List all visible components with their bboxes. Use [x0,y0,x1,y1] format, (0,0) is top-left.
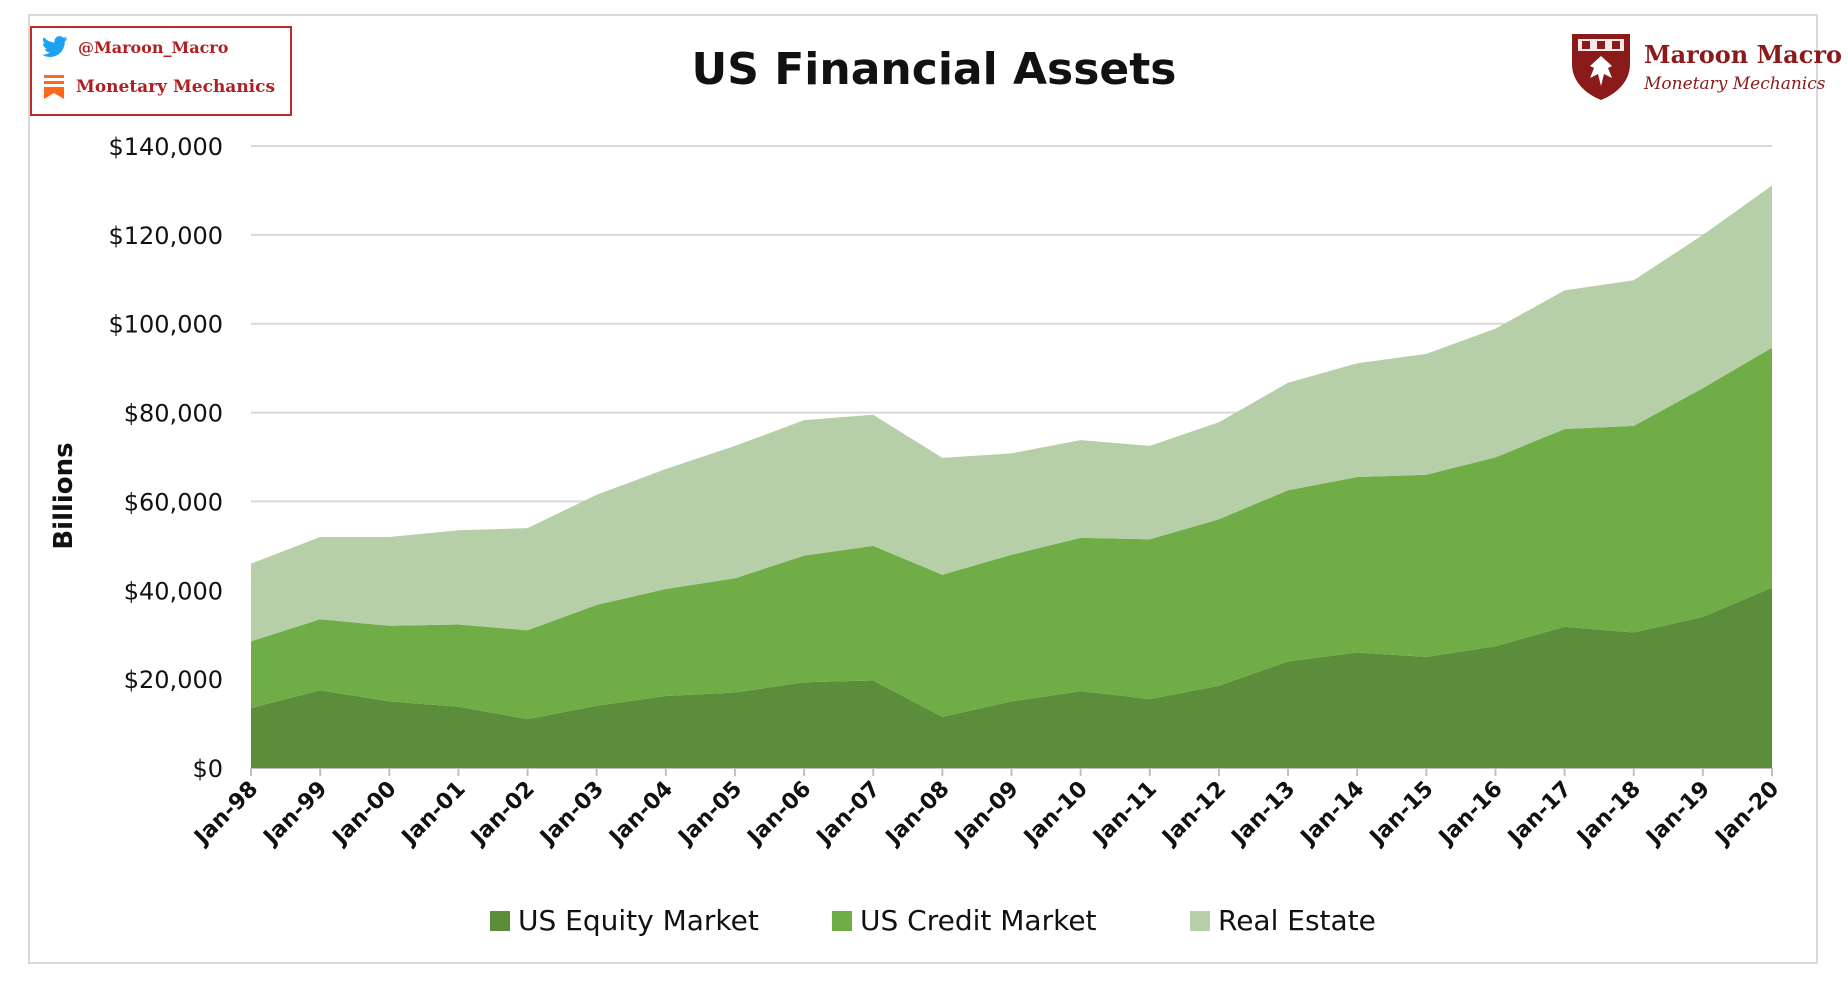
shield-crest-icon [1572,34,1630,100]
x-tick-label: Jan-99 [258,777,333,852]
y-tick-label: $120,000 [108,222,223,250]
social-badge: @Maroon_Macro Monetary Mechanics [30,26,292,116]
x-tick-label: Jan-11 [1087,777,1162,852]
x-tick-label: Jan-08 [880,777,955,852]
twitter-handle: @Maroon_Macro [78,37,229,57]
x-tick-label: Jan-09 [949,777,1024,852]
y-tick-label: $20,000 [124,666,223,694]
x-tick-label: Jan-03 [534,777,609,852]
y-tick-label: $60,000 [124,488,223,516]
legend-label-2: Real Estate [1218,904,1376,937]
y-tick-label: $100,000 [108,311,223,339]
brand-logo: Maroon Macro Monetary Mechanics [1568,30,1842,120]
x-tick-labels: Jan-98Jan-99Jan-00Jan-01Jan-02Jan-03Jan-… [189,768,1785,852]
y-axis-label: Billions [49,442,79,549]
x-tick-label: Jan-12 [1157,777,1232,852]
substack-row[interactable]: Monetary Mechanics [42,74,275,100]
legend-swatch-2 [1190,911,1210,931]
x-tick-label: Jan-10 [1018,777,1093,852]
logo-name: Maroon Macro [1644,40,1842,69]
y-tick-label: $80,000 [124,400,223,428]
x-tick-label: Jan-13 [1226,777,1301,852]
y-tick-labels: $0 $20,000 $40,000 $60,000 $80,000 $100,000 $1… [108,133,223,783]
x-tick-label: Jan-15 [1364,777,1439,852]
legend: US Equity Market US Credit Market Real Est… [490,904,1376,937]
x-tick-label: Jan-16 [1433,777,1508,852]
legend-label-1: US Credit Market [860,904,1097,937]
logo-subtitle: Monetary Mechanics [1644,74,1826,94]
area-series-layer [251,185,1772,768]
area-series-0 [251,587,1772,768]
twitter-row[interactable]: @Maroon_Macro [42,36,228,58]
x-tick-label: Jan-18 [1571,777,1646,852]
substack-name: Monetary Mechanics [76,77,276,97]
x-tick-label: Jan-02 [465,777,540,852]
twitter-icon [42,36,68,57]
area-series-2 [251,185,1772,642]
x-tick-label: Jan-07 [811,777,886,852]
x-tick-label: Jan-06 [742,777,817,852]
area-series-1 [251,347,1772,720]
y-tick-label: $140,000 [108,133,223,161]
y-tick-label: $0 [192,755,223,783]
x-tick-label: Jan-14 [1295,777,1370,852]
legend-label-0: US Equity Market [518,904,759,937]
x-tick-label: Jan-20 [1710,777,1785,852]
x-tick-label: Jan-01 [396,777,471,852]
substack-icon [44,75,64,99]
x-tick-label: Jan-17 [1502,777,1577,852]
chart-title: US Financial Assets [692,44,1177,95]
x-tick-label: Jan-00 [327,777,402,852]
legend-swatch-1 [832,911,852,931]
x-tick-label: Jan-19 [1641,777,1716,852]
y-tick-label: $40,000 [124,577,223,605]
x-tick-label: Jan-05 [673,777,748,852]
x-tick-label: Jan-04 [603,777,678,852]
legend-swatch-0 [490,911,510,931]
x-tick-label: Jan-98 [189,777,264,852]
